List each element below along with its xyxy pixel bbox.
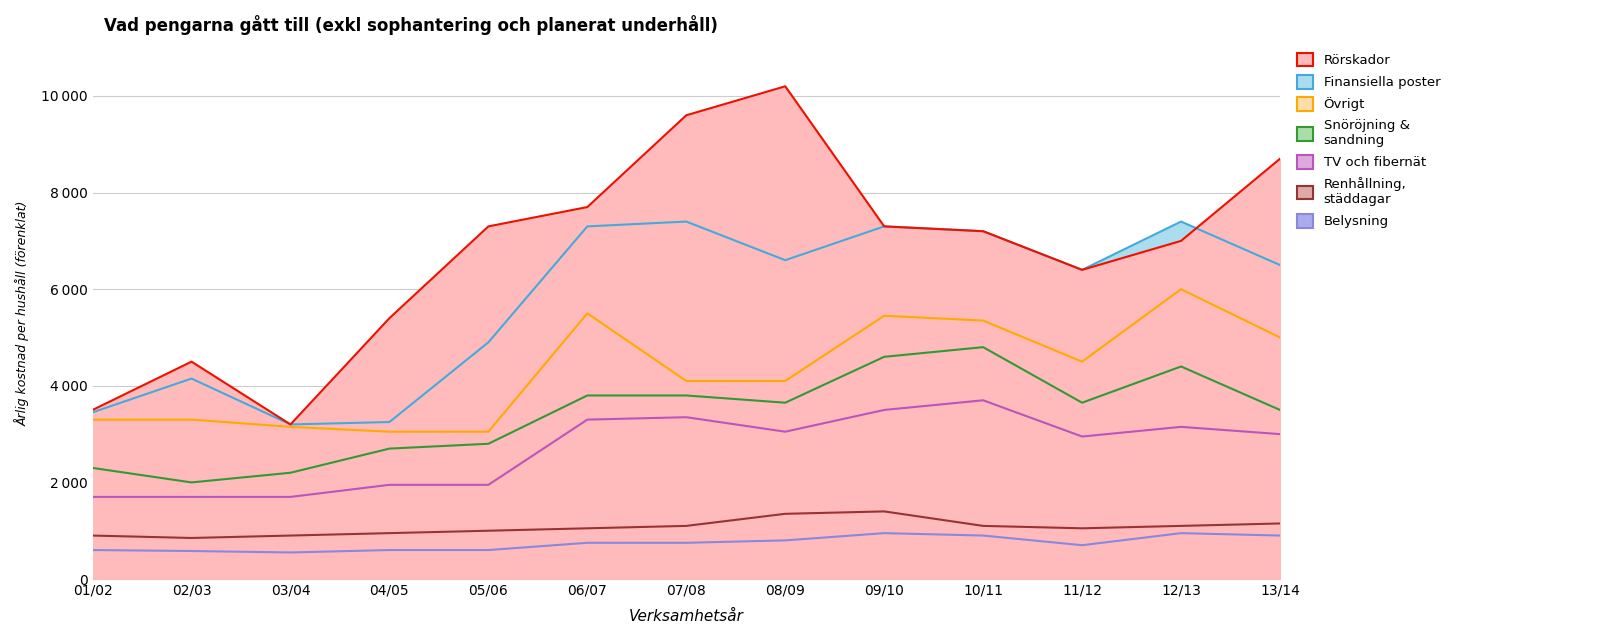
Y-axis label: Årlig kostnad per hushåll (förenklat): Årlig kostnad per hushåll (förenklat) xyxy=(14,201,30,426)
X-axis label: Verksamhetsår: Verksamhetsår xyxy=(629,609,744,624)
Text: Vad pengarna gått till (exkl sophantering och planerat underhåll): Vad pengarna gått till (exkl sophanterin… xyxy=(104,15,718,35)
Legend: Rörskador, Finansiella poster, Övrigt, Snöröjning &
sandning, TV och fibernät, R: Rörskador, Finansiella poster, Övrigt, S… xyxy=(1291,48,1445,234)
